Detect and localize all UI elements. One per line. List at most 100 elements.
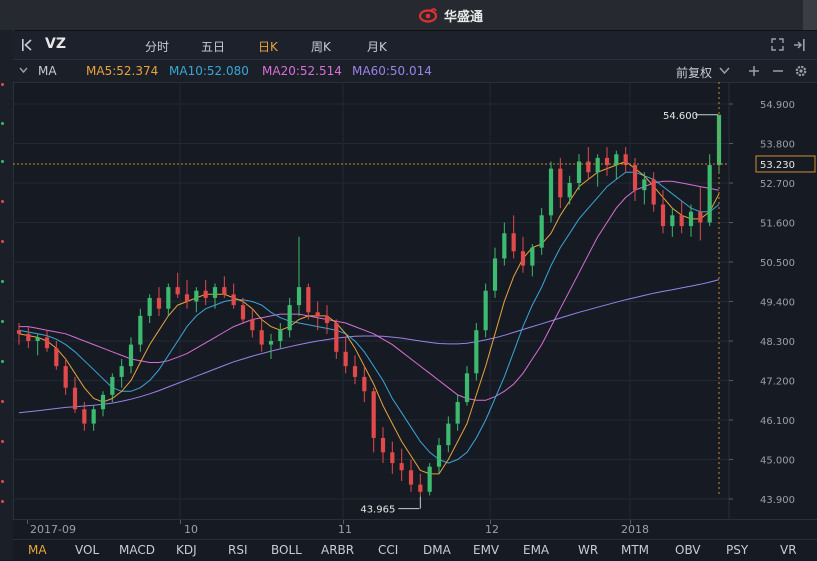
time-axis-tick [180,520,181,524]
fullscreen-icon[interactable] [771,38,784,51]
period-tab-5day[interactable]: 五日 [201,40,226,54]
indicator-tab-ma[interactable]: MA [28,543,47,557]
chevron-down-icon[interactable] [19,67,28,74]
candle-body [222,287,227,295]
ma5-line [18,160,720,475]
candle-body [707,165,712,223]
candle-body [296,287,302,306]
candle-body [586,161,591,173]
price-axis-label: 51.600 [760,219,795,230]
candle-body [614,154,619,166]
chart-canvas[interactable]: 54.900 53.800 52.700 51.600 50.500 49.400 48.3… [13,82,817,519]
candle-body [474,330,479,374]
candle-body [530,247,535,266]
price-axis-label: 43.900 [760,495,795,506]
candle-body [380,437,386,453]
strip-marker [1,500,4,503]
time-axis-tick [490,520,491,524]
indicator-tab-obv[interactable]: OBV [675,543,701,557]
candle-body [670,215,675,227]
candle-body [110,376,115,395]
candle-body [446,423,451,446]
candle-body [268,341,274,345]
indicator-tab-macd[interactable]: MACD [119,543,155,557]
candle-body [35,337,40,341]
indicator-tab-vol[interactable]: VOL [75,543,100,557]
gear-icon[interactable] [794,64,808,78]
candle-body [436,445,442,467]
adjust-chevron-down-icon[interactable] [719,67,730,75]
indicator-tab-vr[interactable]: VR [780,543,797,557]
ma-type-label[interactable]: MA [38,64,57,78]
candle-body [604,157,610,166]
candlestick-chart[interactable]: 54.900 53.800 52.700 51.600 50.500 49.400 48.3… [13,82,817,519]
candle-body [240,305,246,320]
candle-body [128,344,134,367]
time-axis-label: 12 [485,523,499,536]
brand-name: 华盛通 [444,9,484,25]
price-axis-label: 53.800 [760,140,795,151]
candle-body [119,366,124,377]
candle-body [688,211,694,227]
indicator-tab-dma[interactable]: DMA [423,543,451,557]
candle-body [315,312,320,316]
ma10-value: MA10:52.080 [169,64,249,78]
candle-body [203,290,208,298]
candle-body [231,294,236,306]
candle-body [595,157,600,173]
candle-body [287,305,292,331]
indicator-tab-wr[interactable]: WR [578,543,599,557]
candle-body [642,179,647,191]
period-tab-intraday[interactable]: 分时 [145,40,170,54]
candle-body [362,376,367,392]
indicator-tab-psy[interactable]: PSY [726,543,749,557]
candle-body [306,287,311,313]
indicator-tab-emv[interactable]: EMV [473,543,500,557]
collapse-left-icon[interactable] [21,38,33,52]
candle-body [660,204,666,227]
period-tab-weekly[interactable]: 周K [311,40,331,54]
window-control[interactable] [803,0,817,30]
price-axis-label: 48.300 [760,337,795,348]
strip-marker [1,360,4,363]
expand-right-icon[interactable] [792,38,806,52]
period-tab-monthly[interactable]: 月K [367,40,387,54]
time-axis-tick [343,520,344,524]
minus-icon[interactable] [772,65,784,77]
indicator-tab-ema[interactable]: EMA [523,543,550,557]
ma5-value: MA5:52.374 [86,64,159,78]
candle-body [147,297,152,316]
indicator-tab-kdj[interactable]: KDJ [176,543,197,557]
candle-body [539,215,544,248]
add-icon[interactable] [748,65,760,77]
candle-body [390,452,395,464]
indicator-tab-mtm[interactable]: MTM [621,543,650,557]
indicator-tab-cci[interactable]: CCI [378,543,399,557]
title-bar: 华盛通 [0,0,817,31]
indicator-tab-arbr[interactable]: ARBR [321,543,355,557]
indicator-tab-rsi[interactable]: RSI [228,543,248,557]
price-axis-label: 47.200 [760,377,795,388]
candle-body [427,466,432,492]
candle-body [511,233,516,252]
candle-body [16,330,22,334]
time-axis: 2017-09 10 11 12 2018 [13,519,817,540]
price-axis-label: 45.000 [760,456,795,467]
indicator-tab-boll[interactable]: BOLL [271,543,302,557]
period-tab-daily[interactable]: 日K [258,40,278,54]
time-axis-label: 2017-09 [30,523,76,536]
candle-body [408,470,414,485]
candle-body [212,287,218,298]
time-axis-label: 10 [184,523,198,536]
candle-body [567,183,572,198]
candle-body [548,168,554,216]
adjust-mode-select[interactable]: 前复权 [676,66,713,80]
current-price-label: 53.230 [760,160,795,171]
candle-body [138,315,143,345]
candle-body [54,348,59,367]
strip-marker [1,240,4,243]
candle-body [698,211,703,223]
candle-body [352,366,358,377]
time-axis-tick [27,520,28,524]
candle-body [334,323,339,352]
